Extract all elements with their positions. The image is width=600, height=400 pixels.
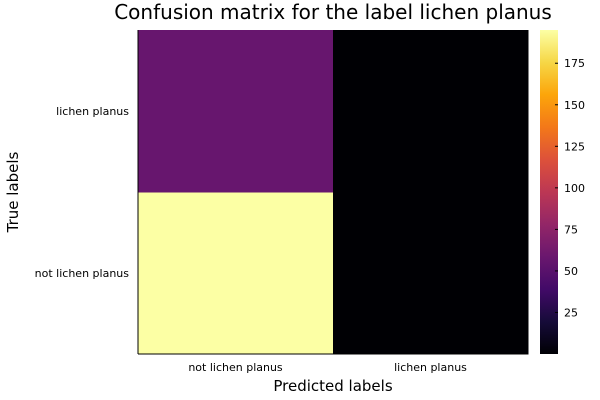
y-tick-label: not lichen planus (35, 267, 130, 280)
colorbar-tick-label: 125 (564, 140, 585, 153)
x-tick-labels: not lichen planus lichen planus (188, 361, 467, 374)
colorbar-tick-label: 100 (564, 182, 585, 195)
colorbar-tick-label: 150 (564, 99, 585, 112)
x-axis-title: Predicted labels (273, 377, 392, 395)
heatmap-cells (138, 30, 529, 355)
y-tick-label: lichen planus (56, 105, 129, 118)
y-tick-labels: not lichen planus lichen planus (35, 105, 130, 280)
colorbar-tick-label: 25 (564, 306, 578, 319)
colorbar (540, 30, 558, 354)
y-axis-title: True labels (4, 151, 22, 233)
x-tick-label: not lichen planus (188, 361, 283, 374)
colorbar-tick-labels: 25 50 75 100 125 150 175 (555, 57, 585, 319)
colorbar-tick-label: 50 (564, 265, 578, 278)
chart-title: Confusion matrix for the label lichen pl… (114, 0, 552, 24)
heatmap-cell (333, 30, 529, 193)
colorbar-tick-label: 75 (564, 223, 578, 236)
x-tick-label: lichen planus (394, 361, 467, 374)
heatmap-cell (138, 30, 334, 193)
heatmap-cell (333, 192, 529, 355)
heatmap-cell (138, 192, 334, 355)
colorbar-tick-label: 175 (564, 57, 585, 70)
